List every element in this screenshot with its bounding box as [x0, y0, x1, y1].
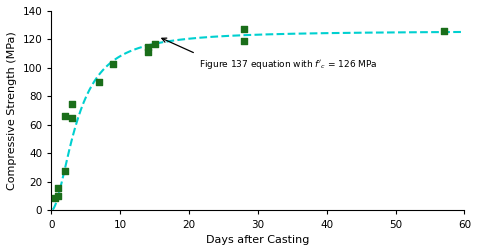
Point	[240, 27, 248, 32]
Point	[144, 50, 152, 54]
Point	[68, 102, 76, 106]
Y-axis label: Compressive Strength (MPa): Compressive Strength (MPa)	[7, 31, 17, 190]
Point	[440, 29, 448, 33]
X-axis label: Days after Casting: Days after Casting	[206, 235, 310, 245]
Point	[144, 45, 152, 49]
Point	[54, 186, 62, 190]
Point	[54, 194, 62, 198]
Point	[96, 80, 103, 84]
Point	[68, 116, 76, 120]
Point	[51, 196, 58, 200]
Text: Figure 137 equation with $f'_c$ = 126 MPa: Figure 137 equation with $f'_c$ = 126 MP…	[199, 58, 378, 71]
Point	[151, 42, 158, 46]
Point	[240, 39, 248, 43]
Point	[61, 169, 69, 173]
Point	[61, 114, 69, 118]
Point	[109, 62, 117, 66]
